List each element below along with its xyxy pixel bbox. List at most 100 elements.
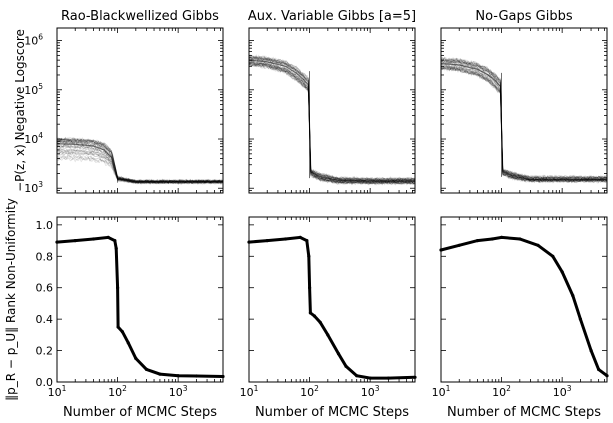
tick-exponent: 6 xyxy=(38,33,43,42)
rank-point xyxy=(113,239,117,243)
score-trace xyxy=(57,149,223,184)
score-trace xyxy=(249,60,415,184)
panel-title: Rao-Blackwellized Gibbs xyxy=(61,9,219,24)
tick-exponent: 4 xyxy=(38,131,43,140)
score-trace xyxy=(249,62,415,185)
rank-point xyxy=(134,356,138,360)
score-trace xyxy=(441,59,607,180)
tick-base: 10 xyxy=(24,84,38,97)
rank-point xyxy=(490,237,494,241)
tick-exponent: 3 xyxy=(38,180,43,189)
x-tick-label: 102 xyxy=(108,384,127,399)
score-trace xyxy=(441,66,607,184)
score-trace xyxy=(249,62,415,185)
rank-point xyxy=(326,333,330,337)
axes-frame xyxy=(248,216,416,383)
score-trace xyxy=(441,66,607,184)
score-trace xyxy=(441,58,607,179)
panel-top-right: No-Gaps Gibbs xyxy=(440,9,608,194)
rank-point xyxy=(307,254,311,258)
score-trace xyxy=(249,60,415,185)
score-trace xyxy=(249,56,415,183)
rank-nonuniformity-line xyxy=(440,235,608,377)
score-trace xyxy=(249,61,415,185)
score-trace xyxy=(249,63,415,186)
score-trace xyxy=(441,63,607,183)
score-trace xyxy=(441,67,607,184)
rank-point xyxy=(597,367,601,371)
y-tick-label: 0.8 xyxy=(36,250,54,263)
rank-point xyxy=(106,235,110,239)
tick-exponent: 1 xyxy=(446,384,451,393)
score-trace xyxy=(441,61,607,182)
tick-base: 10 xyxy=(432,386,446,399)
score-trace xyxy=(249,55,415,183)
score-trace xyxy=(57,154,223,185)
y-axis-label-top: −P(z, x) Negative Logscore xyxy=(13,29,27,192)
x-axis-label: Number of MCMC Steps xyxy=(63,405,217,420)
score-trace xyxy=(441,66,607,184)
tick-exponent: 2 xyxy=(506,384,511,393)
score-trace xyxy=(441,58,607,181)
score-trace xyxy=(249,60,415,185)
score-trace xyxy=(249,61,415,185)
rank-point xyxy=(116,286,120,290)
score-trace xyxy=(441,59,607,181)
score-trace xyxy=(57,138,223,184)
score-trace xyxy=(441,64,607,183)
score-trace xyxy=(249,54,415,181)
y-tick-label: 106 xyxy=(24,33,43,48)
rank-point xyxy=(144,367,149,371)
y-tick-label: 104 xyxy=(24,131,43,146)
rank-point xyxy=(312,314,316,318)
rank-point xyxy=(457,243,461,247)
score-trace xyxy=(57,137,223,185)
tick-exponent: 1 xyxy=(62,384,67,393)
x-tick-label: 101 xyxy=(432,384,451,399)
rank-point xyxy=(298,235,302,239)
rank-point xyxy=(578,317,583,321)
x-axis-label: Number of MCMC Steps xyxy=(255,405,409,420)
y-tick-label: 0.4 xyxy=(36,313,54,326)
panel-top-middle: Aux. Variable Gibbs [a=5] xyxy=(248,9,416,194)
rank-point xyxy=(126,341,130,345)
rank-point xyxy=(518,237,522,241)
rank-point xyxy=(116,325,120,329)
score-trace-median xyxy=(57,143,223,183)
axes-frame xyxy=(248,27,416,194)
rank-nonuniformity-line xyxy=(56,235,224,378)
score-trace xyxy=(441,67,607,183)
traces xyxy=(249,54,415,186)
rank-point xyxy=(355,374,359,378)
score-trace xyxy=(57,150,223,184)
score-trace-median xyxy=(441,63,607,181)
score-trace xyxy=(249,59,415,185)
x-tick-label: 103 xyxy=(361,384,380,399)
score-trace xyxy=(249,63,415,185)
tick-base: 10 xyxy=(108,386,122,399)
tick-exponent: 2 xyxy=(122,384,127,393)
tick-base: 10 xyxy=(361,386,375,399)
rank-point xyxy=(308,311,312,315)
tick-base: 10 xyxy=(553,386,567,399)
tick-exponent: 1 xyxy=(254,384,259,393)
score-trace xyxy=(441,59,607,180)
score-trace xyxy=(441,66,607,184)
tick-base: 10 xyxy=(24,35,38,48)
score-trace xyxy=(249,63,415,185)
x-tick-label: 102 xyxy=(300,384,319,399)
score-trace xyxy=(249,62,415,185)
x-tick-label: 101 xyxy=(240,384,259,399)
rank-point xyxy=(344,364,348,368)
score-trace xyxy=(441,57,607,180)
score-trace xyxy=(441,57,607,179)
score-trace xyxy=(441,67,607,183)
score-trace xyxy=(249,54,415,183)
score-trace xyxy=(57,139,223,184)
score-trace xyxy=(249,56,415,181)
score-trace xyxy=(441,63,607,182)
score-trace xyxy=(249,57,415,182)
traces xyxy=(441,56,607,184)
